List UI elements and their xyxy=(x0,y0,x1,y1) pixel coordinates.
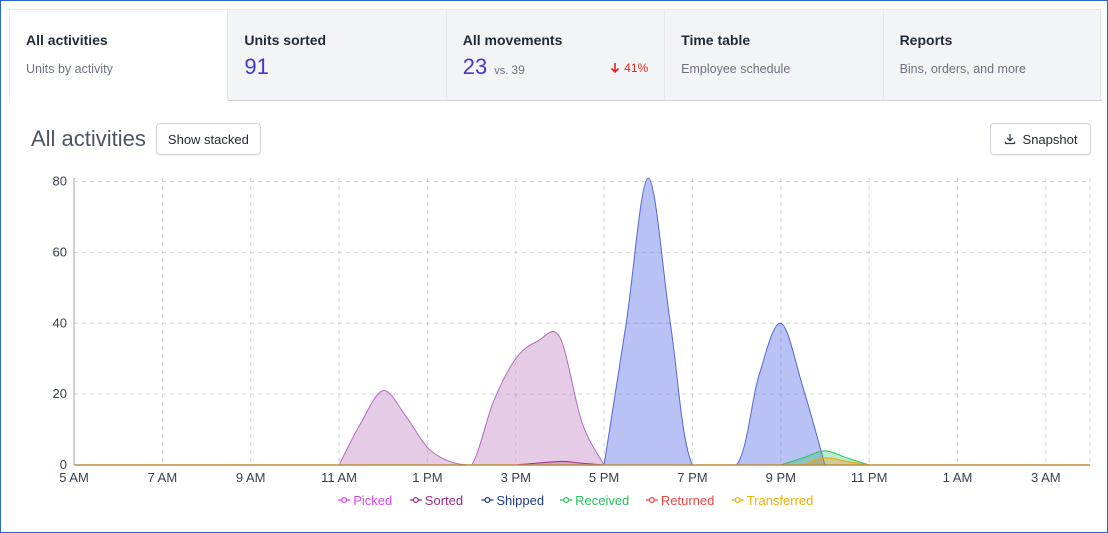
series-line-transferred xyxy=(802,457,870,466)
activity-tabs: All activities Units by activity Units s… xyxy=(9,9,1102,101)
vs-value: 39 xyxy=(511,63,525,77)
delta-value: 41% xyxy=(624,61,649,75)
page-title: All activities xyxy=(31,126,146,151)
y-tick-label: 0 xyxy=(60,457,67,472)
legend-label: Sorted xyxy=(425,493,463,508)
legend-label: Returned xyxy=(661,493,714,508)
tab-title: Units sorted xyxy=(244,32,327,48)
section-header: All activities Show stacked xyxy=(31,123,261,155)
movements-row: 23 vs. 39 41% xyxy=(463,54,648,80)
x-tick-label: 9 AM xyxy=(236,470,266,485)
legend-marker xyxy=(563,496,570,504)
snapshot-button[interactable]: Snapshot xyxy=(990,123,1091,155)
tab-subtitle: Employee schedule xyxy=(681,62,791,76)
x-tick-label: 9 PM xyxy=(766,470,796,485)
tab-time-table[interactable]: Time table Employee schedule xyxy=(665,10,884,101)
tab-subtitle: Units by activity xyxy=(26,62,113,76)
series-area-shipped xyxy=(604,178,825,465)
series-area-sorted xyxy=(515,461,605,465)
x-tick-label: 11 PM xyxy=(851,470,888,485)
tab-title: All activities xyxy=(26,32,108,48)
series-line-picked xyxy=(338,331,605,466)
legend-item-picked[interactable]: Picked xyxy=(338,493,392,508)
units-sorted-value: 91 xyxy=(244,54,269,79)
download-icon xyxy=(1004,134,1015,145)
series-line-received xyxy=(780,450,870,466)
vs-prefix: vs. xyxy=(494,65,509,77)
tab-reports[interactable]: Reports Bins, orders, and more xyxy=(883,10,1102,101)
legend-item-returned[interactable]: Returned xyxy=(645,493,714,508)
x-tick-label: 3 AM xyxy=(1031,470,1061,485)
legend-label: Picked xyxy=(353,493,392,508)
legend-item-received[interactable]: Received xyxy=(560,493,629,508)
tab-all-activities[interactable]: All activities Units by activity xyxy=(10,10,229,101)
movements-value: 23 xyxy=(462,54,488,79)
legend-marker xyxy=(341,496,348,504)
legend-label: Received xyxy=(575,493,629,508)
y-tick-label: 40 xyxy=(53,315,67,330)
series-area-picked xyxy=(339,331,605,465)
legend-item-sorted[interactable]: Sorted xyxy=(409,493,463,508)
legend-label: Shipped xyxy=(496,493,544,508)
y-tick-label: 60 xyxy=(53,244,67,259)
x-tick-label: 3 PM xyxy=(501,470,531,485)
series-line-sorted xyxy=(515,460,605,466)
tab-title: Time table xyxy=(681,32,751,48)
delta-badge: 41% xyxy=(610,61,648,75)
tab-title: Reports xyxy=(899,32,953,48)
show-stacked-button[interactable]: Show stacked xyxy=(155,123,261,155)
tab-units-sorted[interactable]: Units sorted 91 xyxy=(228,10,447,101)
x-tick-label: 7 PM xyxy=(677,470,707,485)
y-tick-label: 80 xyxy=(53,174,67,189)
legend-label: Transferred xyxy=(747,493,814,508)
legend-marker xyxy=(648,496,655,504)
series-area-transferred xyxy=(802,457,870,465)
y-tick-label: 20 xyxy=(53,386,67,401)
arrow-down-icon xyxy=(611,63,620,74)
tab-title: All movements xyxy=(462,32,563,48)
x-tick-label: 7 AM xyxy=(148,470,178,485)
x-tick-label: 1 AM xyxy=(943,470,973,485)
tab-subtitle: Bins, orders, and more xyxy=(899,62,1027,76)
series-line-shipped xyxy=(603,177,826,466)
tab-all-movements[interactable]: All movements 23 vs. 39 41% xyxy=(446,10,666,101)
legend-item-transferred[interactable]: Transferred xyxy=(731,493,814,508)
comparison-text: vs. 39 xyxy=(494,63,524,77)
x-tick-label: 11 AM xyxy=(321,470,357,485)
series-area-returned xyxy=(802,457,870,465)
x-tick-label: 5 PM xyxy=(589,470,619,485)
legend-marker xyxy=(484,496,491,504)
snapshot-label: Snapshot xyxy=(1022,131,1078,147)
legend-item-shipped[interactable]: Shipped xyxy=(481,493,544,508)
legend-marker xyxy=(734,496,741,504)
x-tick-label: 1 PM xyxy=(412,470,442,485)
x-tick-label: 5 AM xyxy=(59,470,89,485)
legend-marker xyxy=(412,496,419,504)
